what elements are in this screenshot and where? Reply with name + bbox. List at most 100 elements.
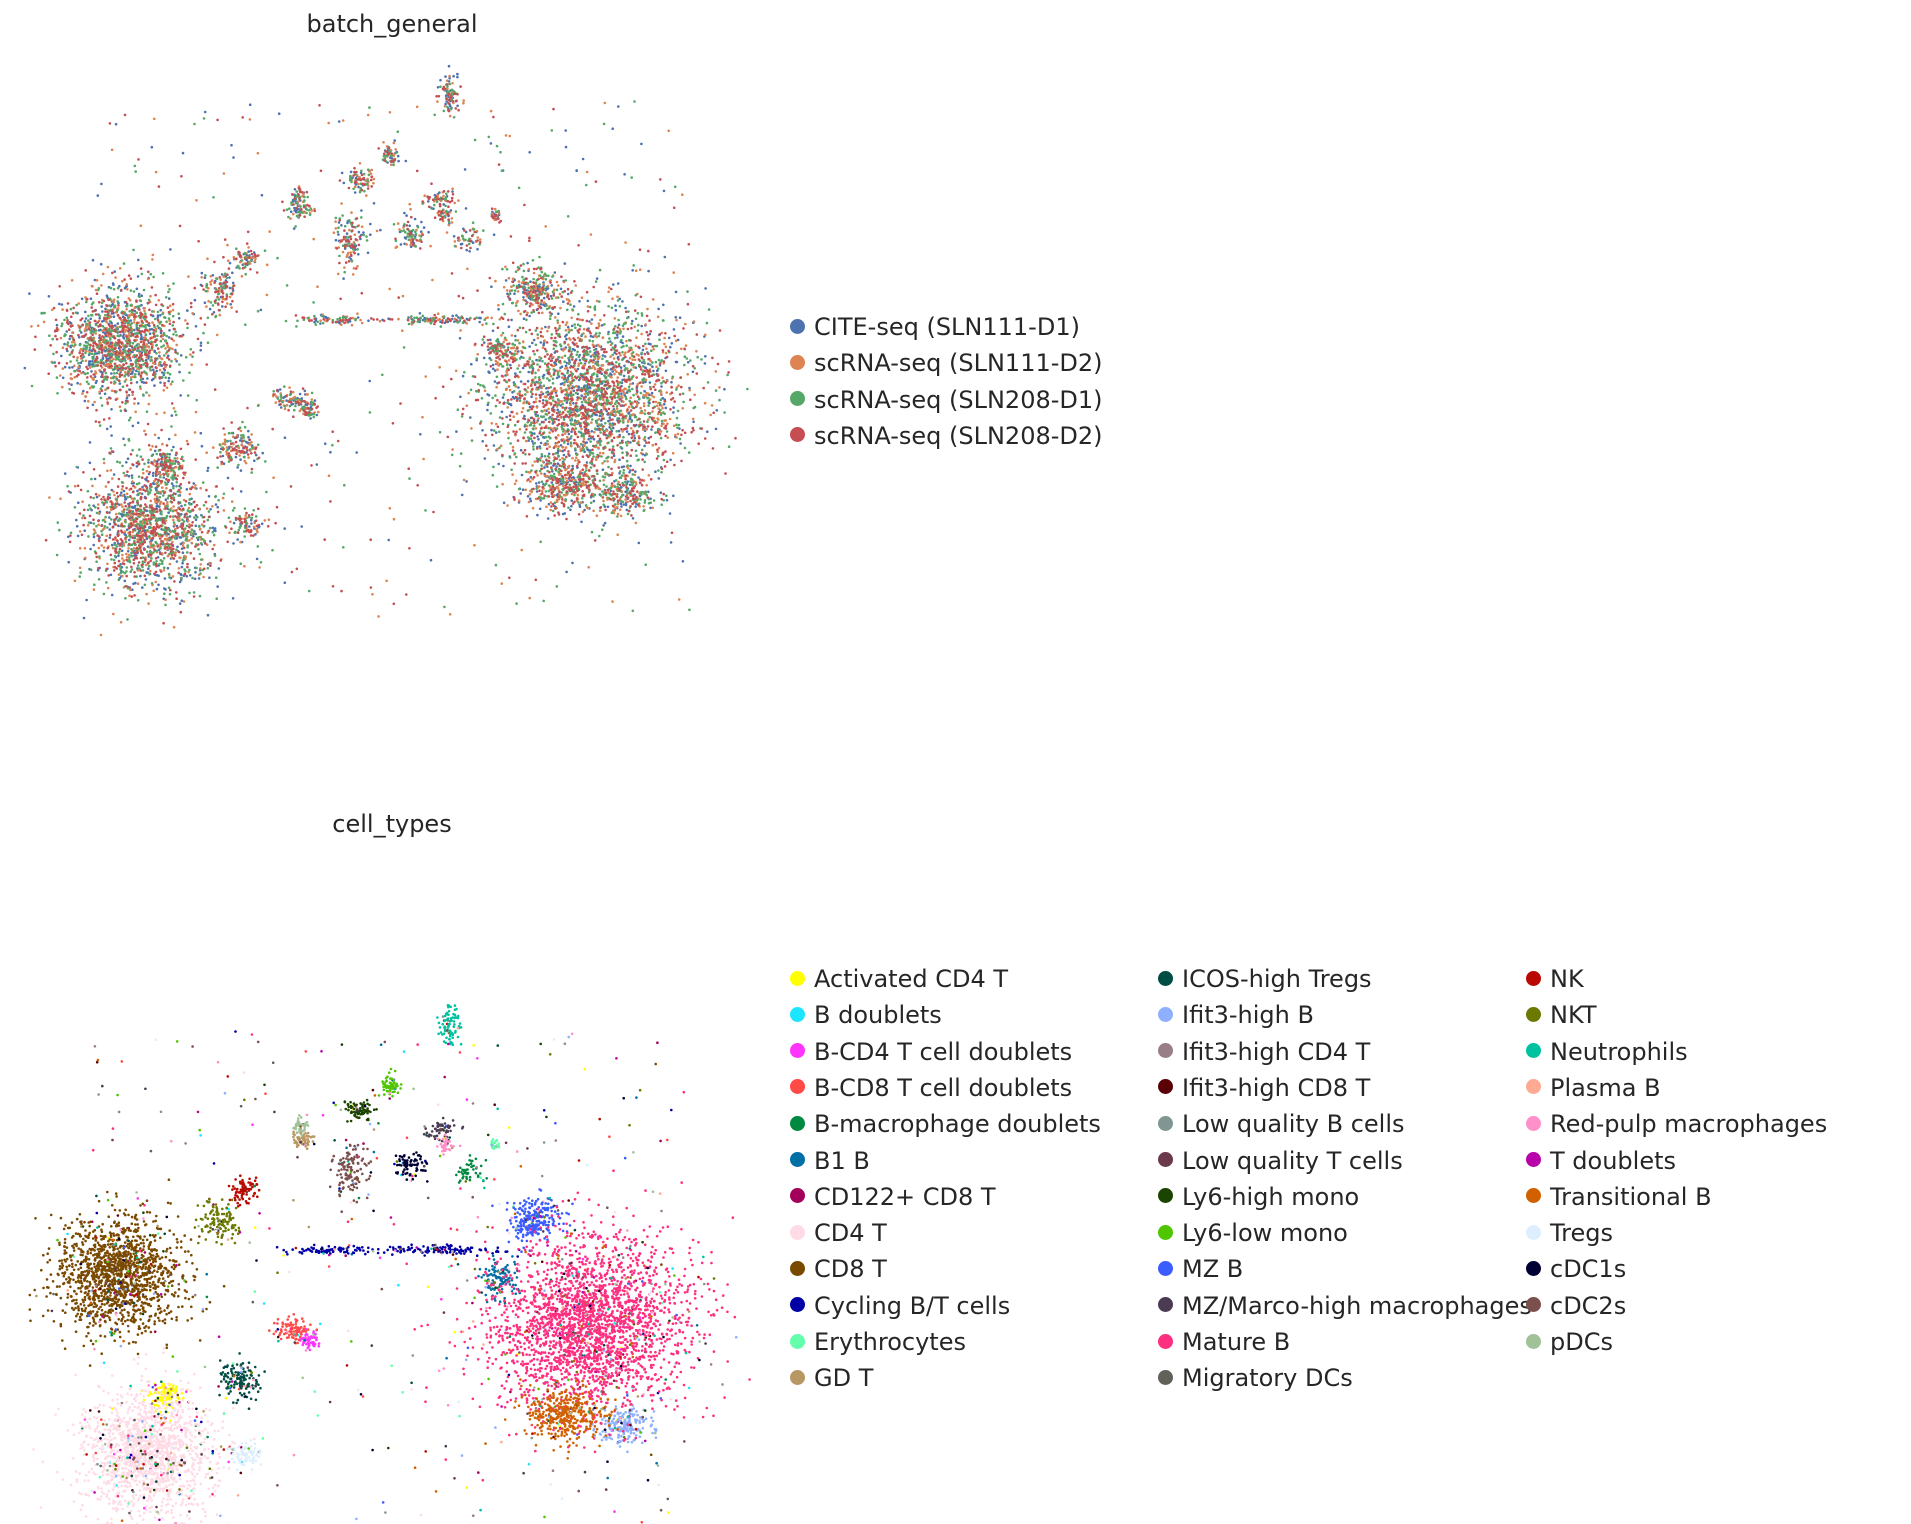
legend-marker <box>1158 1043 1173 1059</box>
legend-item-scrna-seq-sln208-d1: scRNA-seq (SLN208-D1) <box>790 382 1103 418</box>
legend-marker <box>1158 1115 1173 1131</box>
legend-label: Transitional B <box>1550 1182 1712 1211</box>
legend-label: Low quality T cells <box>1182 1146 1403 1175</box>
legend-item-nkt: NKT <box>1526 997 1597 1033</box>
legend-item-red-pulp-macrophages: Red-pulp macrophages <box>1526 1106 1827 1142</box>
legend-label: Tregs <box>1550 1219 1613 1248</box>
legend-label: Activated CD4 T <box>814 965 1009 993</box>
legend-item-mz-b: MZ B <box>1158 1251 1243 1287</box>
legend-item-b-doublets: B doublets <box>790 997 942 1033</box>
points-cycling-b-t-cells <box>95 1030 673 1477</box>
legend-label: Red-pulp macrophages <box>1550 1110 1828 1139</box>
legend-label: Ly6-low mono <box>1182 1219 1348 1248</box>
legend-label: MZ B <box>1182 1255 1244 1284</box>
legend-label: Ly6-high mono <box>1182 1182 1360 1211</box>
legend-marker <box>790 1260 805 1276</box>
legend-item-tregs: Tregs <box>1526 1215 1613 1251</box>
legend-marker <box>1158 1333 1173 1349</box>
legend-marker <box>1526 1224 1541 1240</box>
legend-label: Erythrocytes <box>814 1328 966 1356</box>
legend-item-gd-t: GD T <box>790 1360 873 1396</box>
legend-label: Neutrophils <box>1550 1037 1688 1066</box>
legend-label: CD4 T <box>814 1219 887 1248</box>
legend-marker <box>1158 1260 1173 1276</box>
legend-marker <box>790 1115 805 1131</box>
legend-marker <box>790 1297 805 1313</box>
legend-label: B1 B <box>814 1146 870 1175</box>
points-mz-b <box>88 1121 678 1504</box>
points-red-pulp-macrophages <box>93 1032 654 1524</box>
legend-item-activated-cd4-t: Activated CD4 T <box>790 961 1008 997</box>
legend-label: NKT <box>1550 1001 1597 1030</box>
legend-marker <box>1158 1297 1173 1313</box>
legend-marker <box>1158 1079 1173 1095</box>
legend-marker <box>1526 1006 1541 1022</box>
legend-label: MZ/Marco-high macrophages <box>1182 1291 1532 1320</box>
points-ly6-low-mono <box>56 1040 676 1519</box>
legend-label: B-macrophage doublets <box>814 1110 1101 1139</box>
legend-item-cite-seq-sln111-d1: CITE-seq (SLN111-D1) <box>790 309 1080 345</box>
legend-marker <box>1526 1043 1541 1059</box>
legend-label: Plasma B <box>1550 1073 1661 1102</box>
legend-label: GD T <box>814 1364 874 1393</box>
legend-item-pdcs: pDCs <box>1526 1324 1613 1360</box>
points-transitional-b <box>89 1058 653 1522</box>
legend-label: ICOS-high Tregs <box>1182 965 1372 993</box>
legend-marker <box>790 1079 805 1095</box>
legend-label: cDC2s <box>1550 1291 1627 1320</box>
cell-types-panel: cell_types Activated CD4 T B doublets B-CD… <box>0 800 1911 1524</box>
points-b-cd8-t-cell-doublets <box>94 1019 669 1524</box>
legend-item-ifit3-high-b: Ifit3-high B <box>1158 997 1314 1033</box>
legend-marker <box>1526 1333 1541 1349</box>
legend-item-mature-b: Mature B <box>1158 1324 1290 1360</box>
points-scrna-seq-sln208-d2 <box>33 83 737 625</box>
legend-marker <box>790 1006 805 1022</box>
legend-label: Mature B <box>1182 1328 1291 1356</box>
legend-label: scRNA-seq (SLN111-D2) <box>814 349 1103 378</box>
legend-label: Migratory DCs <box>1182 1364 1353 1393</box>
points-cdc1s <box>79 1096 701 1499</box>
legend-label: Ifit3-high CD4 T <box>1182 1037 1371 1066</box>
legend-label: Cycling B/T cells <box>814 1291 1011 1320</box>
legend-label: scRNA-seq (SLN208-D2) <box>814 421 1103 450</box>
legend-marker <box>1526 1115 1541 1131</box>
legend-item-erythrocytes: Erythrocytes <box>790 1324 966 1360</box>
legend-marker <box>790 1369 805 1385</box>
points-ly6-high-mono <box>81 1042 671 1492</box>
batch-general-panel: batch_general CITE-seq (SLN111-D1) scRNA-… <box>0 0 1911 760</box>
legend-marker <box>1158 1369 1173 1385</box>
legend-item-scrna-seq-sln111-d2: scRNA-seq (SLN111-D2) <box>790 345 1103 381</box>
plot-title: batch_general <box>306 10 478 38</box>
legend-marker <box>790 427 805 443</box>
legend-label: B-CD8 T cell doublets <box>814 1073 1073 1102</box>
legend-item-low-quality-b-cells: Low quality B cells <box>1158 1106 1405 1142</box>
legend-marker <box>790 1152 805 1167</box>
legend-marker <box>1526 1188 1541 1204</box>
legend-label: CD8 T <box>814 1255 887 1284</box>
legend-item-ifit3-high-cd4-t: Ifit3-high CD4 T <box>1158 1034 1370 1070</box>
legend-item-migratory-dcs: Migratory DCs <box>1158 1360 1353 1396</box>
legend-item-low-quality-t-cells: Low quality T cells <box>1158 1143 1403 1179</box>
legend-item-cd4-t: CD4 T <box>790 1215 887 1251</box>
legend-label: cDC1s <box>1550 1255 1627 1284</box>
legend-item-t-doublets: T doublets <box>1526 1143 1676 1179</box>
cell-types-legend: Activated CD4 T B doublets B-CD4 T cell do… <box>790 961 1900 1401</box>
legend-marker <box>790 1333 805 1349</box>
legend-label: Low quality B cells <box>1182 1110 1405 1139</box>
points-nk <box>85 1022 700 1492</box>
points-scrna-seq-sln208-d1 <box>30 82 749 621</box>
legend-item-scrna-seq-sln208-d2: scRNA-seq (SLN208-D2) <box>790 418 1103 454</box>
legend-marker <box>1526 1260 1541 1276</box>
legend-item-plasma-b: Plasma B <box>1526 1070 1661 1106</box>
legend-item-icos-high-tregs: ICOS-high Tregs <box>1158 961 1372 997</box>
legend-marker <box>790 391 805 407</box>
legend-label: B-CD4 T cell doublets <box>814 1037 1073 1066</box>
legend-marker <box>1526 970 1541 986</box>
points-low-quality-t-cells <box>109 1138 647 1513</box>
points-nkt <box>114 1053 716 1491</box>
legend-item-cdc1s: cDC1s <box>1526 1251 1626 1287</box>
legend-marker <box>1158 1188 1173 1204</box>
legend-marker <box>1158 1152 1173 1167</box>
legend-marker <box>1526 1297 1541 1313</box>
legend-marker <box>790 1043 805 1059</box>
